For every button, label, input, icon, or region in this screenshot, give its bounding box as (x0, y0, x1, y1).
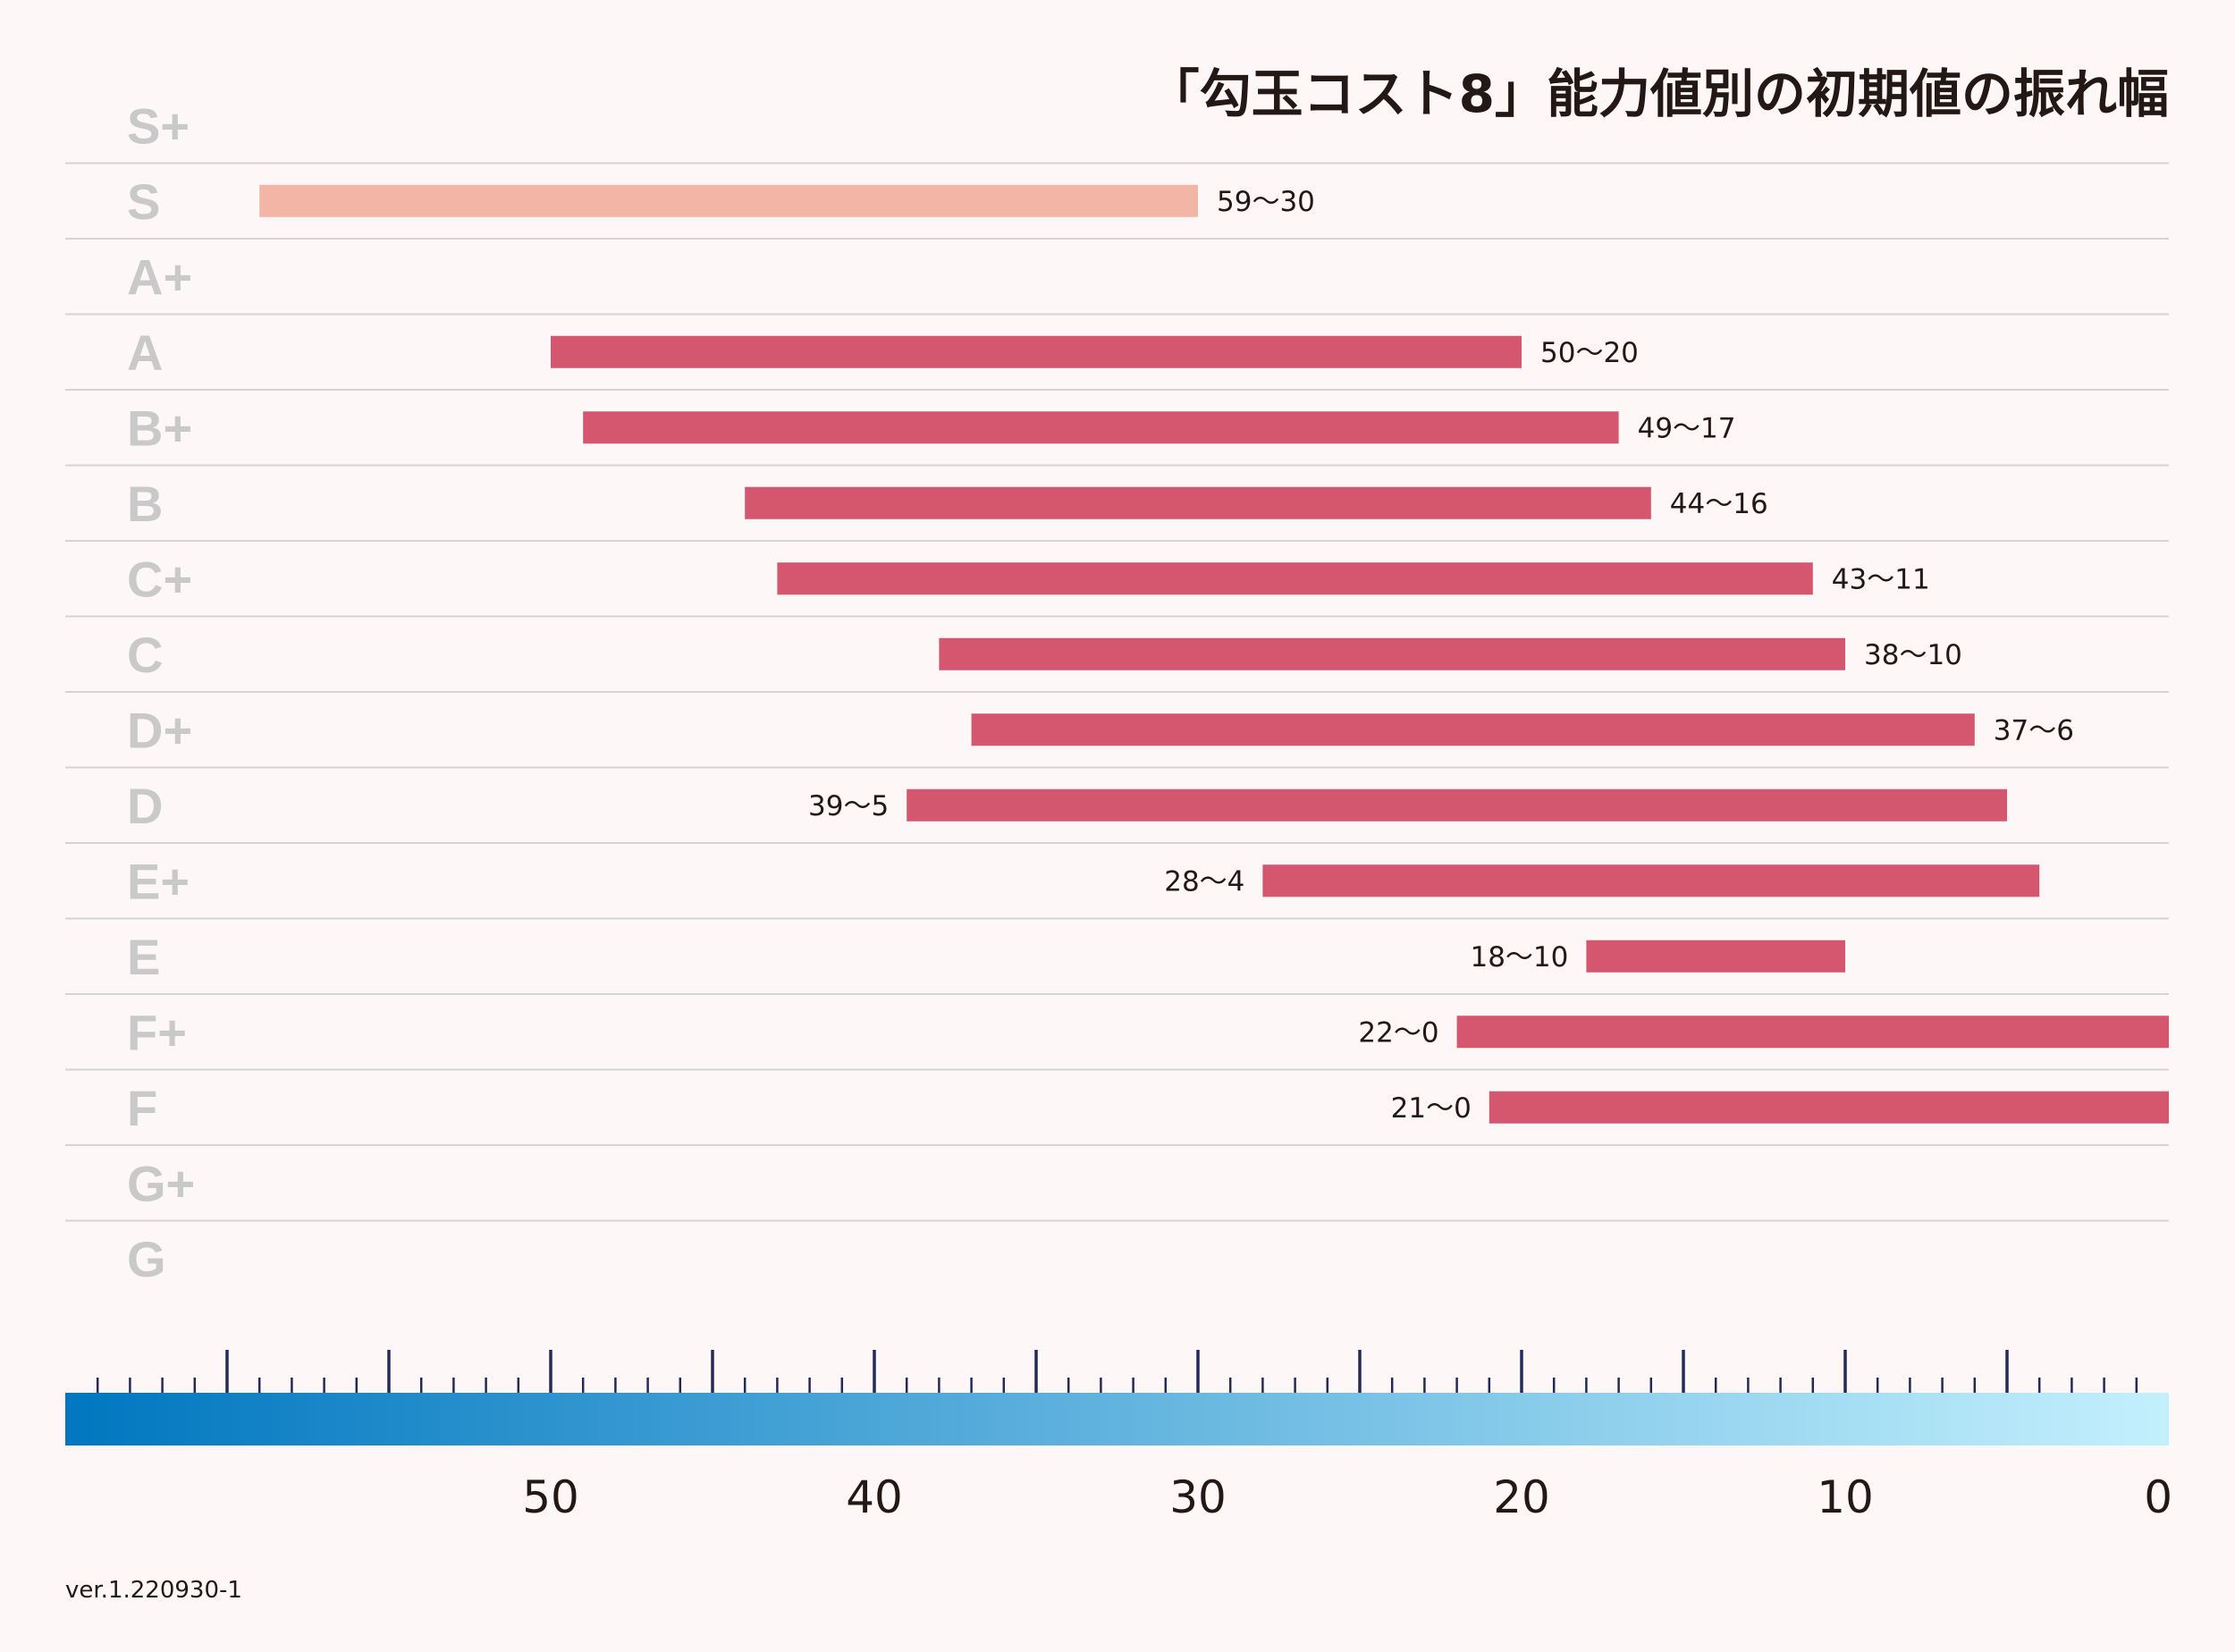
range-bar (1456, 1016, 2169, 1049)
row-label: S+ (127, 97, 190, 154)
bar-value-label: 28〜4 (1164, 865, 1244, 898)
row-label: C+ (127, 551, 192, 607)
bar-value-label: 49〜17 (1638, 412, 1736, 444)
bar-value-label: 50〜20 (1540, 337, 1639, 369)
row-label: A+ (127, 249, 192, 305)
row-label: B+ (127, 400, 192, 456)
row-label: A (127, 324, 163, 381)
range-bar (939, 637, 1845, 670)
row-label: F (127, 1080, 157, 1136)
bar-value-label: 44〜16 (1670, 488, 1768, 520)
bars (259, 184, 2169, 1124)
tick-label: 0 (2144, 1471, 2172, 1523)
row-label: B (127, 476, 163, 532)
row-label: G (127, 1231, 166, 1287)
grid-lines (65, 162, 2169, 1222)
chart-title: 「勾玉コスト8」能力値別の初期値の振れ幅 (1148, 63, 2169, 124)
range-bar (777, 562, 1813, 595)
tick-label: 40 (846, 1471, 903, 1523)
axis-gradient-bar (65, 1393, 2169, 1446)
bar-value-label: 22〜0 (1358, 1016, 1438, 1049)
row-label: C (127, 627, 163, 683)
bar-value-label: 39〜5 (808, 790, 889, 822)
bar-labels: 59〜30 50〜20 49〜17 44〜16 43〜11 38〜10 37〜6 39〜5 28… (808, 186, 2074, 1125)
range-bar (1586, 940, 1845, 973)
bar-value-label: 43〜11 (1832, 563, 1930, 595)
row-label: F+ (127, 1004, 187, 1060)
range-bar (1489, 1091, 2169, 1124)
range-bar (583, 411, 1619, 444)
range-bar (907, 788, 2008, 822)
axis-ticks (96, 1350, 2138, 1393)
range-bar (551, 335, 1522, 368)
tick-label: 30 (1169, 1471, 1227, 1523)
bar-value-label: 18〜10 (1470, 941, 1568, 974)
tick-label: 10 (1817, 1471, 1874, 1523)
row-label: D+ (127, 702, 192, 758)
tick-label: 50 (522, 1471, 579, 1523)
version-label: ver.1.220930-1 (65, 1577, 242, 1604)
range-bar (259, 184, 1199, 217)
row-label: D (127, 778, 163, 834)
range-bar (1262, 864, 2040, 898)
bar-value-label: 37〜6 (1994, 714, 2074, 746)
row-label: S (127, 173, 160, 230)
row-labels: S+ S A+ A B+ B C+ C D+ D E+ E F+ F G+ G (127, 97, 195, 1287)
bar-value-label: 38〜10 (1864, 639, 1962, 671)
range-bar (745, 486, 1651, 519)
bar-value-label: 59〜30 (1217, 186, 1315, 218)
range-bar (971, 713, 1975, 746)
axis-tick-labels: 50 40 30 20 10 0 (522, 1471, 2172, 1523)
bar-value-label: 21〜0 (1391, 1092, 1472, 1125)
row-label: E+ (127, 853, 190, 909)
tick-label: 20 (1493, 1471, 1550, 1523)
row-label: E (127, 929, 160, 985)
row-label: G+ (127, 1155, 195, 1211)
